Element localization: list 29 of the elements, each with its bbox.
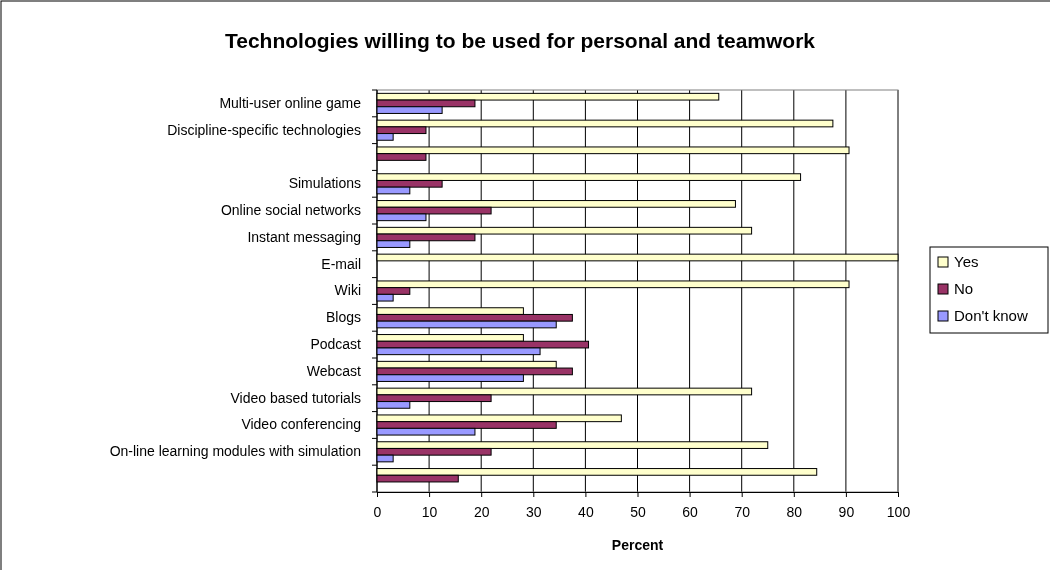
legend-label: Don't know [954, 307, 1028, 324]
x-tick-label: 100 [886, 503, 911, 520]
y-tick-label: E-mail [321, 255, 361, 272]
y-tick-label: Discipline-specific technologies [167, 121, 361, 138]
y-tick-label: Instant messaging [247, 228, 361, 245]
x-tick-label: 20 [473, 503, 490, 520]
legend-label: Yes [954, 253, 979, 270]
y-tick-label: Online social networks [220, 202, 361, 219]
y-tick-label: On-line learning modules with simulation [109, 443, 361, 460]
x-tick-label: 0 [373, 503, 382, 520]
x-tick-label: 50 [630, 503, 646, 520]
legend-label: No [954, 280, 974, 297]
y-tick-label: Video conferencing [241, 416, 361, 433]
y-tick-label: Webcast [306, 362, 362, 379]
y-tick-label: Wiki [334, 282, 361, 299]
y-tick-label: Multi-user online game [219, 94, 362, 111]
y-tick-label: Simulations [288, 175, 361, 192]
y-tick-label: Video based tutorials [230, 389, 361, 406]
x-tick-label: 80 [786, 503, 803, 520]
x-tick-label: 60 [682, 503, 699, 520]
chart-title: Technologies willing to be used for personal and teamwork [224, 29, 816, 52]
y-tick-label: Blogs [325, 309, 361, 326]
x-tick-label: 90 [838, 503, 855, 520]
x-tick-label: 10 [421, 503, 438, 520]
x-axis-title: Percent [611, 537, 664, 553]
x-tick-label: 30 [526, 503, 542, 520]
y-tick-label: Podcast [310, 336, 362, 353]
x-tick-label: 40 [578, 503, 594, 520]
x-tick-label: 70 [734, 503, 751, 520]
